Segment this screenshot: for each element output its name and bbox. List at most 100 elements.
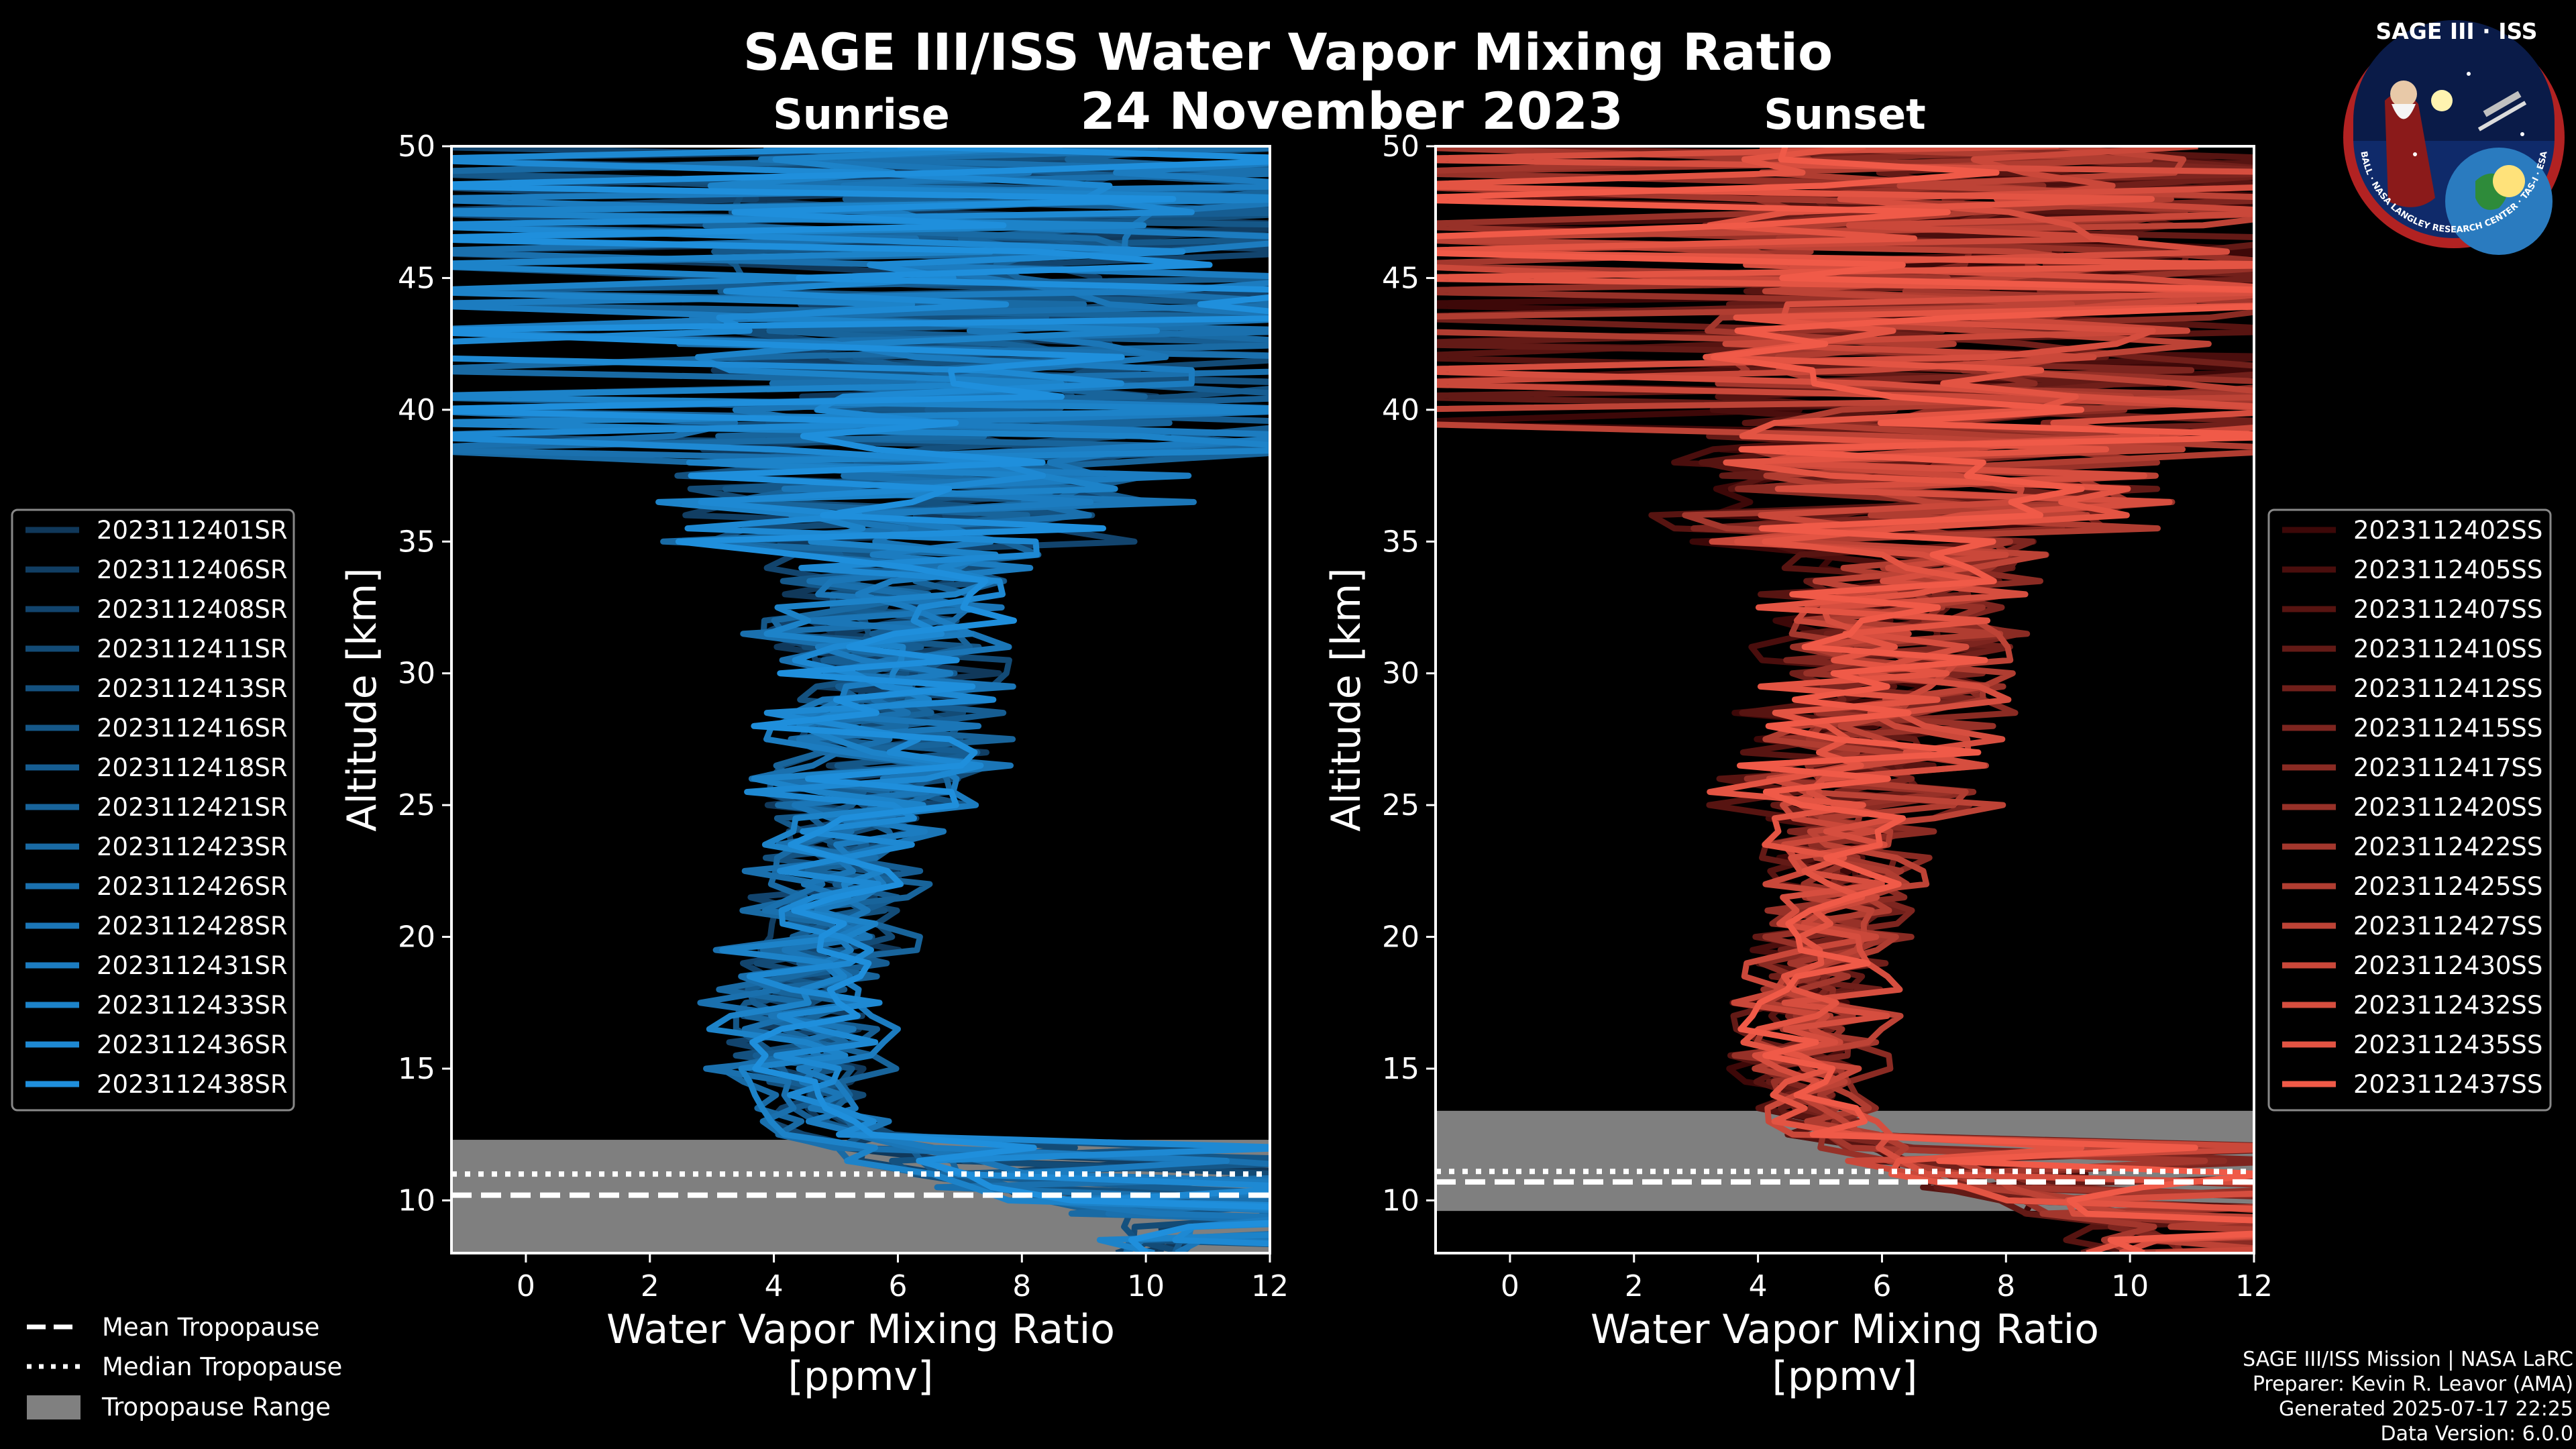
legend-label: 2023112410SS [2353,635,2542,663]
x-tick-label: 8 [1012,1269,1031,1303]
legend-label: 2023112438SR [97,1070,288,1099]
legend-label: 2023112426SR [97,872,288,901]
y-tick-label: 35 [398,525,435,559]
legend-label: 2023112416SR [97,714,288,743]
y-tick-label: 35 [1382,525,1419,559]
profile-line-2023112421SR [451,146,1270,1253]
legend-label: 2023112421SR [97,793,288,822]
legend-label: 2023112408SR [97,595,288,624]
legend-label: 2023112436SR [97,1030,288,1059]
legend-label: 2023112422SS [2353,833,2542,861]
mean-tropopause-label: Mean Tropopause [102,1313,320,1342]
legend-label: 2023112402SS [2353,516,2542,545]
sunset-ylabel: Altitude [km] [1323,568,1370,832]
y-tick-label: 25 [398,788,435,822]
sunrise-legend: 2023112401SR 2023112406SR 2023112408SR 2023… [11,508,295,1112]
legend-label: 2023112417SS [2353,753,2542,782]
legend-label: 2023112405SS [2353,555,2542,584]
legend-label: 2023112420SS [2353,793,2542,822]
profile-line-2023112437SS [1436,146,2254,1253]
legend-label: 2023112407SS [2353,595,2542,624]
y-tick-label: 20 [398,920,435,955]
profile-line-2023112432SS [1436,146,2254,1253]
legend-label: 2023112418SR [97,753,288,782]
logo-text: SAGE III · ISS [2375,18,2537,44]
legend-label: 2023112401SR [97,516,288,545]
x-tick-label: 6 [1872,1269,1891,1303]
y-tick-label: 25 [1382,788,1419,822]
credits: SAGE III/ISS Mission | NASA LaRC Prepare… [2243,1348,2573,1446]
y-tick-label: 20 [1382,920,1419,955]
profile-line-2023112436SR [451,146,1270,1247]
y-tick-label: 40 [1382,393,1419,427]
y-tick-label: 30 [1382,657,1419,691]
x-tick-label: 12 [2235,1269,2273,1303]
sunset-panel-title: Sunset [1764,90,1926,139]
y-tick-label: 10 [1382,1183,1419,1218]
legend-label: 2023112427SS [2353,912,2542,941]
sunset-ticks: 0 2 4 6 8 10 12 10 15 20 25 30 35 40 45 50 [1382,129,2273,1303]
x-tick-label: 6 [888,1269,907,1303]
sunset-legend: 2023112402SS 2023112405SS 2023112407SS 2023… [2267,508,2552,1112]
legend-label: 2023112430SS [2353,951,2542,980]
y-tick-label: 15 [398,1052,435,1086]
sunset-xlabel-line2: [ppmv] [1772,1353,1918,1400]
tropopause-range-label: Tropopause Range [101,1393,331,1421]
sunrise-panel-title: Sunrise [773,90,950,139]
sunrise-ticks: 0 2 4 6 8 10 12 10 15 20 25 30 35 40 45 50 [398,129,1289,1303]
credit-generated: Generated 2025-07-17 22:25 [2279,1397,2573,1421]
legend-label: 2023112433SR [97,991,288,1020]
legend-label: 2023112432SS [2353,991,2542,1020]
legend-label: 2023112431SR [97,951,288,980]
credit-version: Data Version: 6.0.0 [2381,1422,2573,1446]
sunrise-profiles [451,146,1270,1253]
y-tick-label: 50 [1382,129,1419,164]
legend-label: 2023112423SR [97,833,288,861]
profile-line-2023112438SR [451,146,1270,1253]
y-tick-label: 10 [398,1183,435,1218]
x-tick-label: 4 [765,1269,784,1303]
legend-label: 2023112413SR [97,674,288,703]
sunrise-ylabel: Altitude [km] [339,568,386,832]
sunset-xlabel-line1: Water Vapor Mixing Ratio [1591,1306,2099,1353]
sunset-tropopause-lines [1436,1169,2254,1185]
credit-mission: SAGE III/ISS Mission | NASA LaRC [2243,1348,2573,1371]
legend-label: 2023112428SR [97,912,288,941]
x-tick-label: 12 [1251,1269,1289,1303]
x-tick-label: 10 [2111,1269,2149,1303]
x-tick-label: 2 [1625,1269,1644,1303]
legend-label: 2023112435SS [2353,1030,2542,1059]
legend-label: 2023112425SS [2353,872,2542,901]
profile-line-2023112433SR [451,146,1270,1253]
x-tick-label: 0 [517,1269,535,1303]
legend-label: 2023112412SS [2353,674,2542,703]
y-tick-label: 50 [398,129,435,164]
x-tick-label: 8 [1996,1269,2015,1303]
legend-label: 2023112411SR [97,635,288,663]
profile-line-2023112428SR [732,146,1270,1253]
y-tick-label: 15 [1382,1052,1419,1086]
legend-label: 2023112437SS [2353,1070,2542,1099]
median-tropopause-label: Median Tropopause [102,1352,342,1381]
chart-date: 24 November 2023 [1080,81,1623,141]
y-tick-label: 45 [398,261,435,295]
y-tick-label: 45 [1382,261,1419,295]
chart-title: SAGE III/ISS Water Vapor Mixing Ratio [743,22,1833,82]
sunset-panel: 0 2 4 6 8 10 12 10 15 20 25 30 35 40 45 50 Altitude [km… [1323,129,2273,1400]
sunrise-xlabel-line2: [ppmv] [788,1353,934,1400]
x-tick-label: 0 [1501,1269,1519,1303]
sunrise-xlabel-line1: Water Vapor Mixing Ratio [606,1306,1115,1353]
x-tick-label: 2 [641,1269,659,1303]
legend-label: 2023112415SS [2353,714,2542,743]
sunrise-tropopause-lines [451,1171,1270,1198]
x-tick-label: 4 [1749,1269,1768,1303]
sunrise-panel: 0 2 4 6 8 10 12 10 15 20 25 30 35 40 45 50 Altitude [km… [339,129,1289,1400]
credit-preparer: Preparer: Kevin R. Leavor (AMA) [2253,1373,2573,1396]
tropopause-legend: Mean Tropopause Median Tropopause Tropop… [27,1313,342,1421]
profile-line-2023112426SR [451,146,1270,1253]
sage-iii-iss-logo: SAGE III · ISS BALL · NASA LANGLEY RESEA… [2343,18,2565,255]
profile-line-2023112427SS [1436,146,2254,1252]
legend-label: 2023112406SR [97,555,288,584]
y-tick-label: 40 [398,393,435,427]
